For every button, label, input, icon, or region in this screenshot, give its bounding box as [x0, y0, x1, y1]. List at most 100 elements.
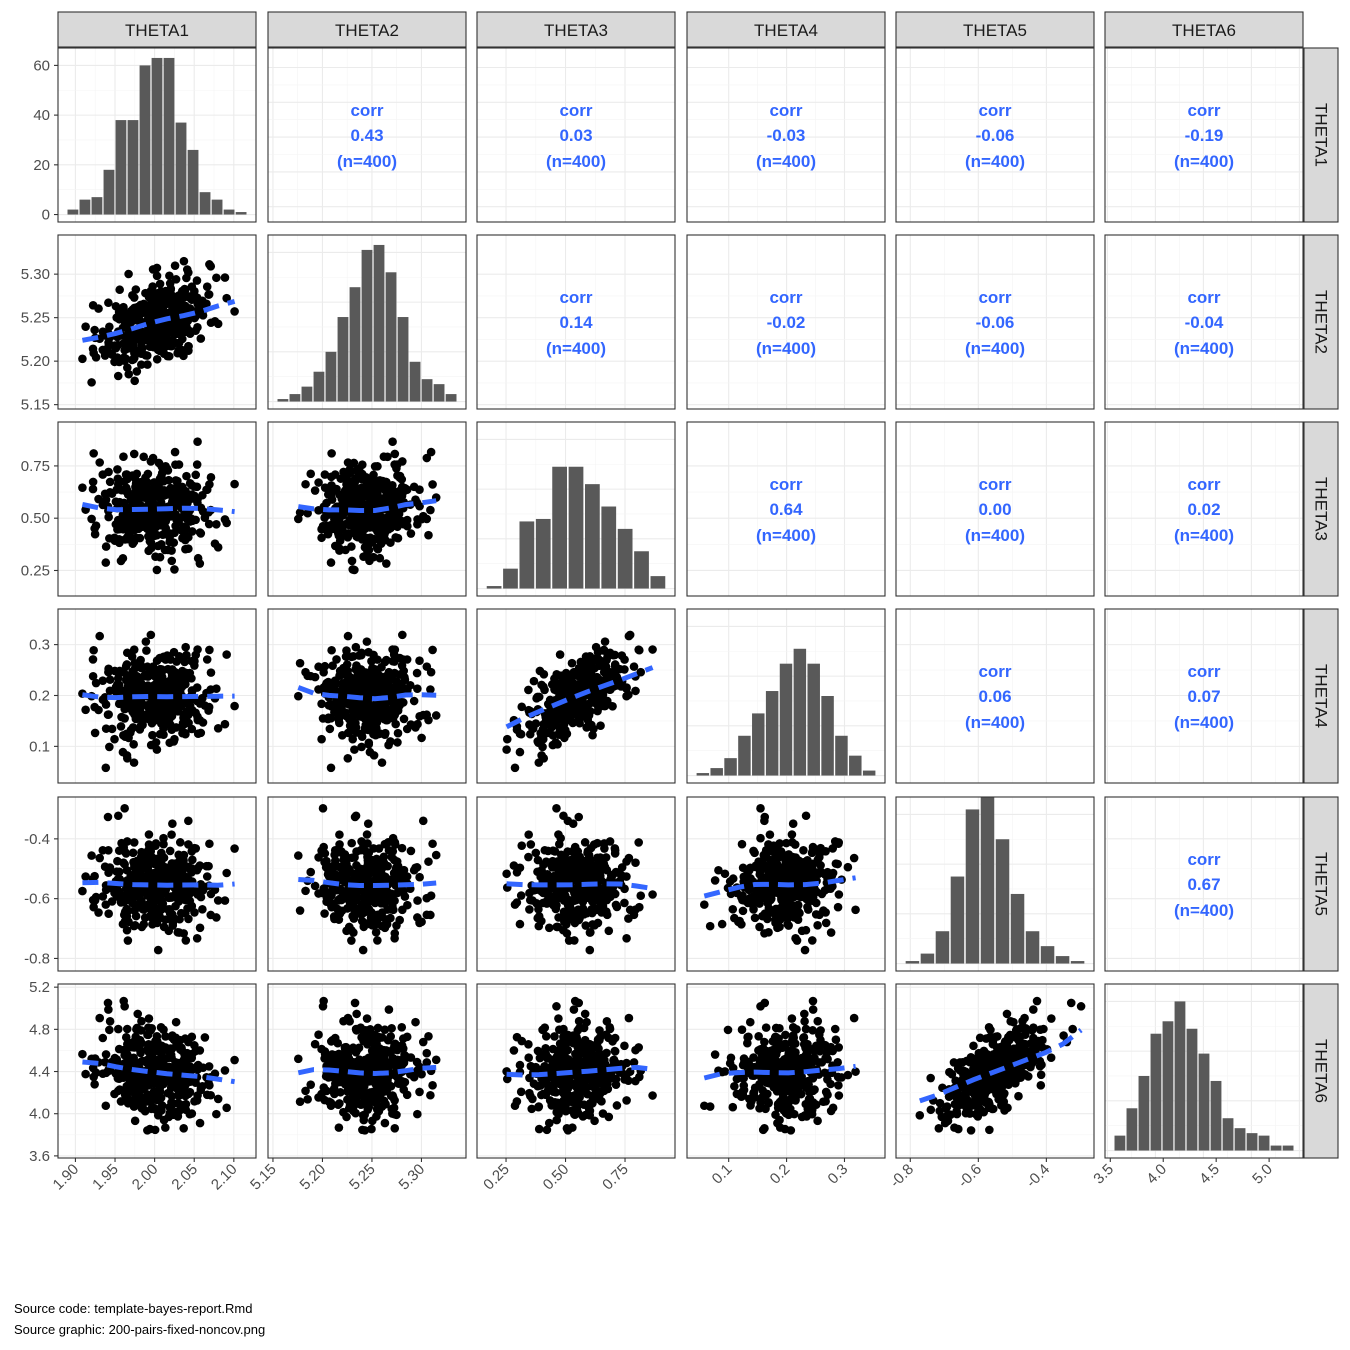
histogram-bar [373, 244, 385, 402]
scatter-point [531, 719, 541, 728]
scatter-point [851, 905, 860, 915]
scatter-point [418, 816, 428, 826]
scatter-point [167, 341, 176, 351]
scatter-point [130, 1116, 140, 1126]
scatter-point [422, 453, 432, 463]
scatter-point [153, 945, 163, 955]
scatter-point [542, 714, 552, 724]
scatter-point [179, 929, 188, 938]
scatter-point [426, 685, 435, 694]
scatter-point [171, 1017, 181, 1027]
corr-n: (n=400) [1174, 901, 1234, 920]
histogram-bar [585, 484, 600, 589]
scatter-point [139, 1084, 149, 1094]
scatter-point [548, 856, 557, 866]
scatter-point [122, 1024, 132, 1034]
scatter-point [191, 844, 201, 853]
scatter-point [629, 662, 639, 671]
scatter-point [144, 830, 154, 839]
scatter-point [170, 261, 180, 270]
scatter-point [158, 530, 168, 539]
scatter-point [347, 838, 357, 848]
scatter-point [157, 1062, 166, 1072]
scatter-point [193, 323, 202, 332]
scatter-point [765, 830, 775, 839]
panel-border [686, 234, 886, 410]
scatter-point [350, 907, 360, 916]
scatter-point [345, 714, 354, 724]
histogram-bar [409, 361, 421, 402]
scatter-point [334, 895, 344, 905]
scatter-point [798, 886, 808, 895]
scatter-point [553, 889, 562, 899]
corr-n: (n=400) [965, 339, 1025, 358]
corr-label: corr [1187, 662, 1220, 681]
scatter-point [204, 702, 214, 712]
scatter-point [359, 922, 369, 932]
scatter-point [193, 299, 203, 309]
scatter-point [130, 906, 140, 915]
scatter-point [306, 867, 316, 877]
scatter-point [204, 1062, 214, 1071]
scatter-point [788, 819, 798, 829]
scatter-point [377, 710, 387, 720]
scatter-point [105, 742, 114, 752]
scatter-point [584, 711, 594, 720]
scatter-point [426, 667, 436, 677]
scatter-point [113, 674, 123, 683]
scatter-point [110, 1053, 120, 1063]
scatter-point [574, 884, 583, 893]
histogram-bar [79, 199, 91, 215]
scatter-point [180, 486, 189, 496]
panel-background [1105, 235, 1303, 409]
scatter-point [157, 1106, 166, 1115]
scatter-point [182, 471, 191, 481]
scatter-point [318, 804, 328, 813]
scatter-point [145, 889, 154, 898]
scatter-point [212, 1109, 221, 1119]
scatter-point [760, 816, 769, 826]
scatter-point [212, 273, 221, 283]
corr-label: corr [1187, 850, 1220, 869]
scatter-point [175, 501, 184, 511]
scatter-point [737, 920, 746, 929]
scatter-point [756, 804, 765, 813]
corr-n: (n=400) [756, 152, 816, 171]
scatter-point [136, 1039, 145, 1048]
scatter-point [400, 675, 410, 685]
histogram-bar [779, 663, 793, 776]
histogram-bar [995, 839, 1010, 964]
scatter-point [212, 913, 221, 922]
scatter-point [143, 853, 152, 862]
scatter-point [184, 914, 193, 924]
scatter-point [319, 884, 329, 893]
scatter-point [571, 667, 581, 677]
scatter-point [116, 898, 126, 907]
scatter-point [562, 929, 572, 938]
scatter-point [413, 719, 422, 729]
histogram-bar [752, 713, 765, 776]
scatter-point [502, 734, 512, 744]
scatter-point [388, 437, 397, 446]
scatter-point [394, 874, 404, 883]
scatter-point [327, 449, 336, 458]
scatter-point [833, 902, 843, 912]
scatter-point [195, 923, 205, 933]
scatter-point [787, 830, 797, 839]
scatter-point [213, 543, 223, 552]
scatter-point [98, 846, 108, 855]
scatter-point [533, 692, 542, 702]
scatter-point [91, 521, 101, 531]
scatter-point [334, 718, 344, 728]
scatter-point [178, 728, 187, 738]
histogram-bar [710, 768, 723, 776]
scatter-point [375, 553, 385, 563]
histogram-bar [301, 386, 313, 402]
scatter-point [167, 830, 176, 839]
scatter-point [776, 864, 785, 874]
scatter-point [817, 889, 827, 899]
histogram-bar [445, 394, 457, 402]
scatter-point [335, 909, 345, 918]
scatter-point [371, 920, 380, 929]
scatter-point [104, 467, 113, 477]
